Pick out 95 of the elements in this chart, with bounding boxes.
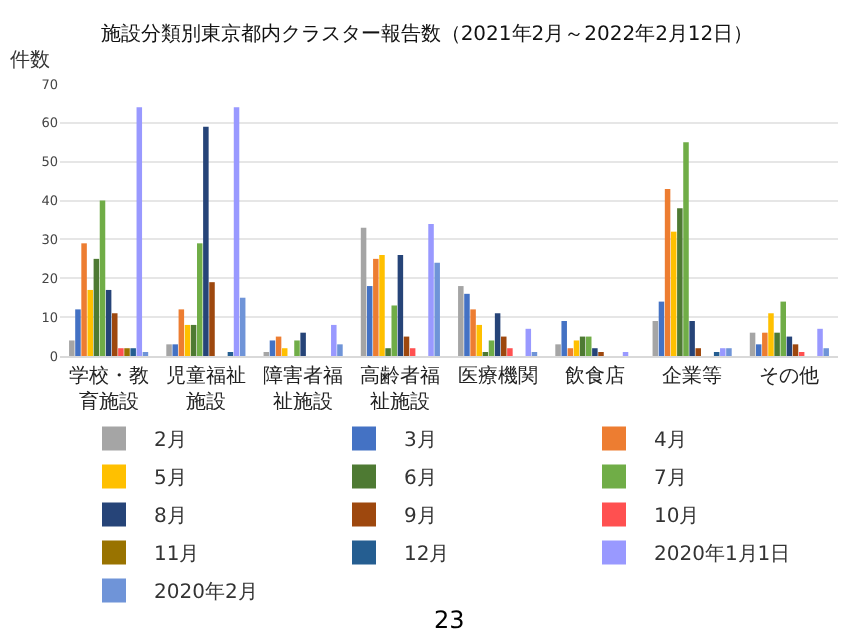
bar — [695, 348, 702, 356]
bar — [93, 258, 100, 356]
bar — [792, 344, 799, 356]
legend-label: 12月 — [404, 544, 450, 567]
legend-label: 11月 — [154, 544, 200, 567]
y-axis-title: 件数 — [10, 50, 50, 72]
legend-label: 6月 — [404, 468, 437, 491]
bar — [823, 348, 829, 356]
x-tick-label: その他 — [759, 364, 820, 388]
bar — [385, 348, 391, 356]
bar — [762, 332, 768, 356]
x-tick-label: 医療機関 — [457, 364, 538, 388]
x-tick-label: 障害者福祉施設 — [263, 364, 344, 414]
bar — [409, 348, 416, 356]
legend-label: 8月 — [154, 506, 187, 529]
bar — [105, 289, 112, 356]
bar — [670, 231, 677, 356]
bar — [567, 348, 574, 356]
bar — [391, 305, 397, 356]
bar — [373, 258, 379, 356]
bar — [817, 328, 823, 356]
legend-label: 4月 — [654, 430, 687, 453]
x-tick-label: 企業等 — [662, 364, 723, 388]
bar — [124, 348, 130, 356]
bar — [136, 107, 143, 356]
bar — [397, 254, 404, 356]
bar — [300, 332, 306, 356]
legend-label: 5月 — [154, 468, 187, 491]
legend-label: 3月 — [404, 430, 437, 453]
bar — [337, 344, 343, 356]
bar — [294, 340, 300, 356]
bar — [720, 348, 726, 356]
bar — [209, 282, 215, 356]
bar — [585, 336, 592, 356]
bar — [366, 286, 373, 356]
bar — [203, 126, 209, 356]
bar — [488, 340, 495, 356]
bar — [360, 227, 367, 356]
legend-label: 7月 — [654, 468, 687, 491]
x-tick-label: 高齢者福祉施設 — [360, 364, 441, 414]
x-tick-label: 学校・教育施設 — [68, 364, 149, 414]
bar — [172, 344, 178, 356]
bar — [573, 340, 580, 356]
bar — [196, 243, 203, 356]
bar — [178, 309, 185, 356]
bar — [755, 344, 762, 356]
bar — [458, 286, 464, 356]
bar — [689, 321, 695, 356]
bar — [525, 328, 532, 356]
legend-label: 2020年1月1日 — [654, 542, 791, 567]
bar — [239, 297, 246, 356]
legend-label: 2月 — [154, 430, 187, 453]
bar — [81, 243, 87, 356]
bar — [501, 336, 507, 356]
bar — [281, 348, 288, 356]
x-tick-label: 児童福祉施設 — [165, 364, 246, 414]
bar — [99, 200, 106, 356]
bar — [652, 321, 659, 356]
bar — [592, 348, 598, 356]
bar — [476, 324, 482, 356]
bar — [428, 223, 434, 356]
bar — [269, 340, 276, 356]
bar — [233, 107, 240, 356]
bar — [130, 348, 136, 356]
bar — [434, 262, 440, 356]
bar — [780, 301, 786, 356]
bar — [75, 309, 81, 356]
legend-label: 10月 — [654, 506, 700, 529]
bar — [69, 340, 75, 356]
bar — [184, 324, 191, 356]
bar — [190, 324, 197, 356]
bar — [677, 208, 683, 356]
text: 23 — [434, 606, 465, 634]
legend-label: 9月 — [404, 506, 437, 529]
bar — [507, 348, 513, 356]
bar — [664, 188, 671, 356]
bar — [726, 348, 732, 356]
bar — [555, 344, 561, 356]
bar — [379, 254, 385, 356]
bar — [87, 289, 93, 356]
bar — [331, 324, 337, 356]
bar — [118, 348, 124, 356]
bar — [112, 313, 118, 356]
bar — [683, 142, 689, 356]
bar — [166, 344, 172, 356]
bar — [561, 321, 567, 356]
bar — [658, 301, 665, 356]
bar — [774, 332, 780, 356]
bar — [494, 313, 501, 356]
x-tick-label: 飲食店 — [564, 364, 625, 388]
bar — [464, 293, 470, 356]
bar — [768, 313, 774, 356]
chart-title: 施設分類別東京都内クラスター報告数（2021年2月～2022年2月12日） — [100, 21, 754, 46]
bar — [470, 309, 476, 356]
legend-label: 2020年2月 — [154, 580, 258, 605]
